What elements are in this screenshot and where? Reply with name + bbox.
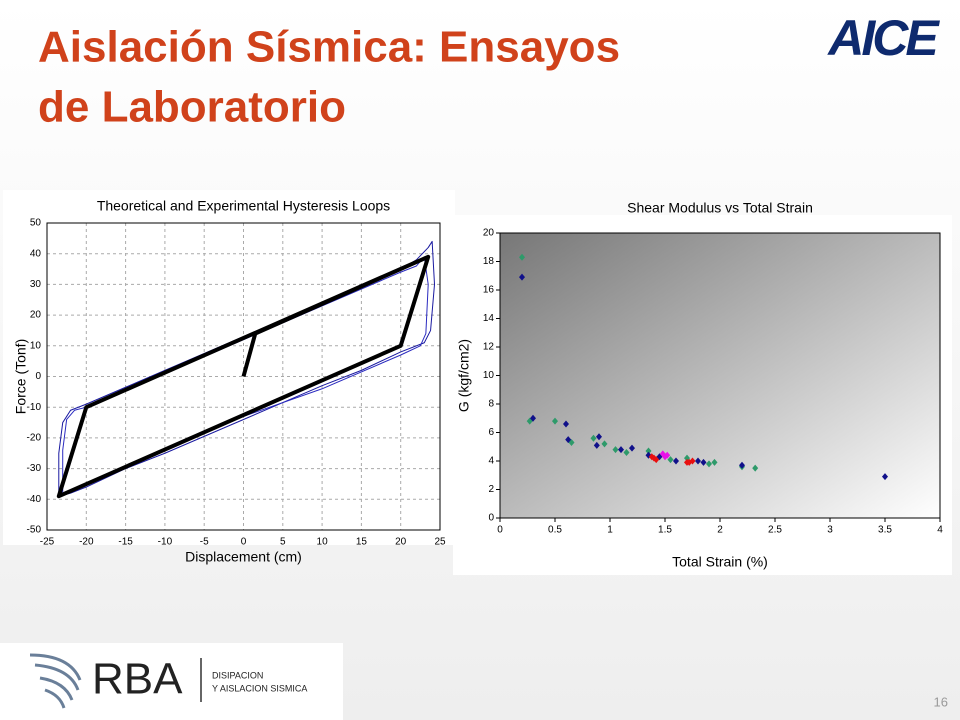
point (519, 273, 525, 281)
point (739, 461, 745, 469)
footer-logo-box (0, 643, 343, 720)
point (645, 447, 652, 455)
x-tick-label: 25 (434, 537, 446, 548)
x-tick-label: 0 (241, 537, 247, 548)
y-tick-label: -50 (27, 525, 42, 536)
x-tick-label: 3.5 (878, 525, 892, 536)
y-tick-label: 30 (30, 279, 42, 290)
x-tick-label: 1 (607, 525, 613, 536)
x-tick-label: 20 (395, 537, 407, 548)
brand: RBA (92, 655, 183, 704)
point (700, 458, 707, 466)
point (593, 441, 600, 449)
loop-line (56, 254, 431, 499)
plot-background (500, 233, 940, 518)
point (667, 456, 674, 464)
logo: AICE (826, 10, 940, 66)
point (565, 436, 572, 444)
y-tick-label: 8 (488, 399, 494, 410)
tagline: DISIPACION (212, 670, 263, 680)
point (653, 456, 660, 464)
y-tick-label: 20 (30, 310, 42, 321)
point (629, 444, 635, 452)
y-tick-label: 0 (35, 371, 41, 382)
y-axis-label: Force (Tonf) (13, 339, 29, 414)
x-tick-label: 1.5 (658, 525, 672, 536)
x-tick-label: 2 (717, 525, 723, 536)
swoosh (29, 653, 82, 709)
point (706, 460, 712, 468)
y-tick-label: 14 (483, 313, 495, 324)
y-tick-label: 10 (483, 370, 495, 381)
chart-title: Theoretical and Experimental Hysteresis … (97, 198, 390, 214)
point (590, 434, 597, 442)
point (618, 446, 624, 454)
point (882, 473, 888, 481)
x-tick-label: 0 (497, 525, 503, 536)
x-tick-label: -25 (40, 537, 55, 548)
plot-border (46, 222, 441, 531)
y-tick-label: 12 (483, 342, 495, 353)
y-tick-label: 40 (30, 248, 42, 259)
point (664, 451, 671, 459)
x-tick-label: 2.5 (768, 525, 782, 536)
y-tick-label: 50 (30, 218, 42, 229)
plot-border (499, 232, 941, 519)
point (596, 433, 602, 441)
x-axis-label: Displacement (cm) (185, 549, 302, 565)
point (601, 440, 608, 448)
chart-title: Shear Modulus vs Total Strain (627, 200, 813, 216)
y-tick-label: 10 (30, 340, 42, 351)
x-tick-label: -10 (158, 537, 173, 548)
x-tick-label: -15 (118, 537, 133, 548)
y-tick-label: 16 (483, 285, 495, 296)
y-tick-label: 2 (488, 484, 494, 495)
point (530, 414, 536, 422)
point (519, 253, 525, 261)
x-tick-label: -5 (200, 537, 209, 548)
page-number: 16 (934, 694, 948, 709)
y-axis-label: G (kgf/cm2) (456, 339, 472, 412)
y-tick-label: -40 (27, 494, 42, 505)
point (752, 464, 759, 472)
tagline: Y AISLACION SISMICA (212, 683, 307, 693)
y-tick-label: 0 (488, 513, 494, 524)
x-tick-label: 3 (827, 525, 833, 536)
x-tick-label: 4 (937, 525, 943, 536)
point (623, 448, 630, 456)
point (612, 446, 619, 454)
point (673, 457, 679, 465)
y-tick-label: -30 (27, 463, 42, 474)
y-tick-label: 6 (488, 427, 494, 438)
x-tick-label: 10 (317, 537, 329, 548)
point (552, 417, 558, 425)
loop-line (58, 240, 435, 497)
x-tick-label: 0.5 (548, 525, 562, 536)
point (695, 457, 701, 465)
y-tick-label: 4 (488, 456, 494, 467)
y-tick-label: -20 (27, 433, 42, 444)
y-tick-label: -10 (27, 402, 42, 413)
x-tick-label: 5 (280, 537, 286, 548)
slide-title: de Laboratorio (38, 83, 346, 132)
point (689, 457, 696, 465)
x-tick-label: 15 (356, 537, 368, 548)
point (711, 458, 718, 466)
slide-title: Aislación Sísmica: Ensayos (38, 23, 620, 72)
point (563, 420, 569, 428)
y-tick-label: 20 (483, 228, 495, 239)
x-tick-label: -20 (79, 537, 94, 548)
x-axis-label: Total Strain (%) (672, 554, 768, 570)
y-tick-label: 18 (483, 256, 495, 267)
